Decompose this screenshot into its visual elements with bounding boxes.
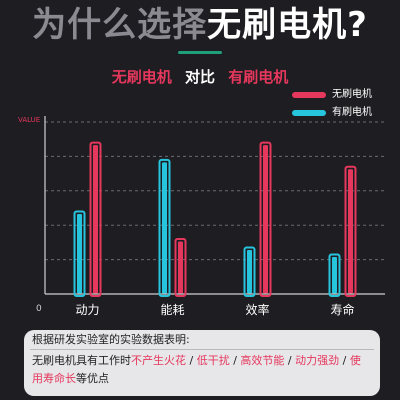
bar-outline xyxy=(89,141,102,297)
bar-chart: VALUE 0 动力 能耗 效率 寿命 xyxy=(18,116,385,317)
bar xyxy=(247,250,252,294)
bar-outline xyxy=(174,237,187,298)
bar xyxy=(263,145,268,294)
x-tick-label: 动力 xyxy=(75,303,99,317)
bar-outline xyxy=(344,165,357,297)
x-tick-label: 寿命 xyxy=(330,302,354,317)
bar xyxy=(162,162,167,294)
info-highlight-4: 动力强劲 xyxy=(295,354,340,367)
info-highlight-5: 使用寿命长 xyxy=(32,354,361,385)
info-divider xyxy=(30,349,374,350)
x-tick-label: 效率 xyxy=(245,302,269,317)
y-axis-label: VALUE xyxy=(18,116,40,124)
headline-part-2: 无刷电机? xyxy=(207,5,368,45)
info-text: 无刷电机具有工作时不产生火花 / 低干扰 / 高效节能 / 动力强劲 / 使用寿… xyxy=(32,352,368,388)
bar-outline xyxy=(243,246,256,297)
bar-outline xyxy=(259,141,272,297)
bar-outline xyxy=(158,158,171,298)
bar-outline xyxy=(328,253,341,298)
bar-outline xyxy=(73,210,86,297)
page-headline: 为什么选择无刷电机? xyxy=(0,2,400,48)
info-highlight-3: 高效节能 xyxy=(240,354,285,367)
legend-swatch-brushed xyxy=(292,110,326,116)
bar xyxy=(332,256,337,294)
info-sep-4: / xyxy=(339,354,350,367)
legend-label-brushed: 有刷电机 xyxy=(332,107,372,118)
info-prefix: 无刷电机具有工作时 xyxy=(32,354,131,367)
bar xyxy=(348,169,353,294)
comparison-title: 无刷电机 对比 有刷电机 xyxy=(0,66,400,87)
info-sep-3: / xyxy=(284,354,296,367)
info-highlight-1: 不产生火花 xyxy=(131,354,186,367)
info-suffix: 等优点 xyxy=(76,372,109,385)
legend-swatch-brushless xyxy=(292,92,326,98)
bar xyxy=(77,213,82,294)
compare-left: 无刷电机 xyxy=(111,68,172,86)
info-highlight-2: 低干扰 xyxy=(196,354,230,367)
info-sep-2: / xyxy=(229,354,241,367)
legend-label-brushless: 无刷电机 xyxy=(332,89,372,100)
chart-legend: 无刷电机 有刷电机 xyxy=(292,88,400,122)
info-sep-1: / xyxy=(186,354,197,367)
headline-accent-line xyxy=(178,51,222,54)
y-tick-label: 0 xyxy=(36,304,42,314)
info-title: 根据研发实验室的实验数据表明: xyxy=(32,333,190,346)
legend-item-brushless: 无刷电机 xyxy=(292,88,400,102)
bar xyxy=(178,241,183,294)
headline-part-1: 为什么选择 xyxy=(32,5,208,45)
legend-item-brushed: 有刷电机 xyxy=(292,106,400,120)
bar xyxy=(93,145,98,294)
x-tick-label: 能耗 xyxy=(160,303,184,317)
compare-mid: 对比 xyxy=(184,68,215,86)
info-box xyxy=(24,330,380,396)
compare-right: 有刷电机 xyxy=(228,68,289,86)
